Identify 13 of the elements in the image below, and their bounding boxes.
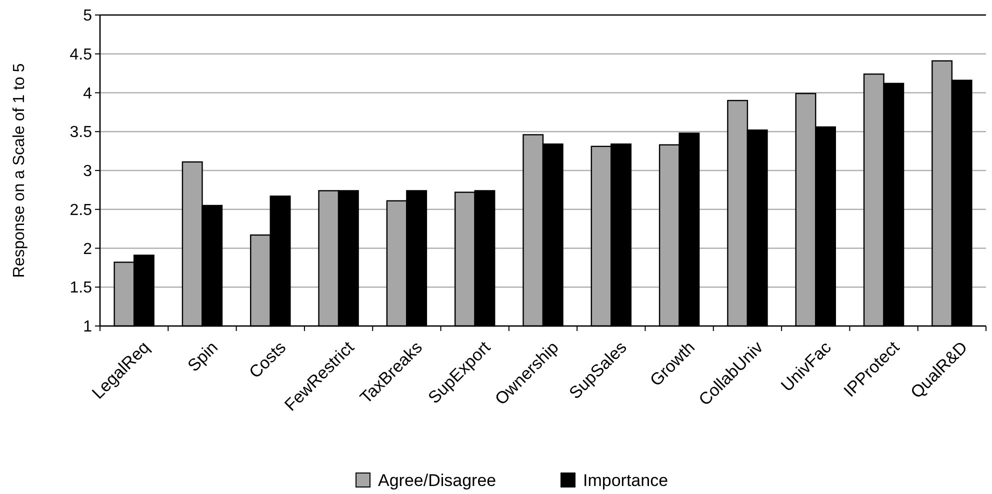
y-tick-label: 3	[83, 163, 92, 180]
y-axis-title: Response on a Scale of 1 to 5	[11, 63, 28, 278]
y-tick-label: 4	[83, 85, 92, 102]
x-tick-label: Spin	[184, 338, 222, 376]
y-tick-label: 2	[83, 240, 92, 258]
y-tick-label: 2.5	[70, 202, 92, 219]
y-tick-label: 1.5	[70, 280, 92, 297]
y-tick-label: 3.5	[70, 124, 92, 142]
legend-label: Importance	[583, 470, 668, 490]
y-tick-label: 4.5	[70, 46, 92, 64]
y-tick-label: 1	[83, 318, 92, 336]
legend-label: Agree/Disagree	[378, 470, 496, 490]
y-tick-label: 5	[83, 8, 92, 25]
